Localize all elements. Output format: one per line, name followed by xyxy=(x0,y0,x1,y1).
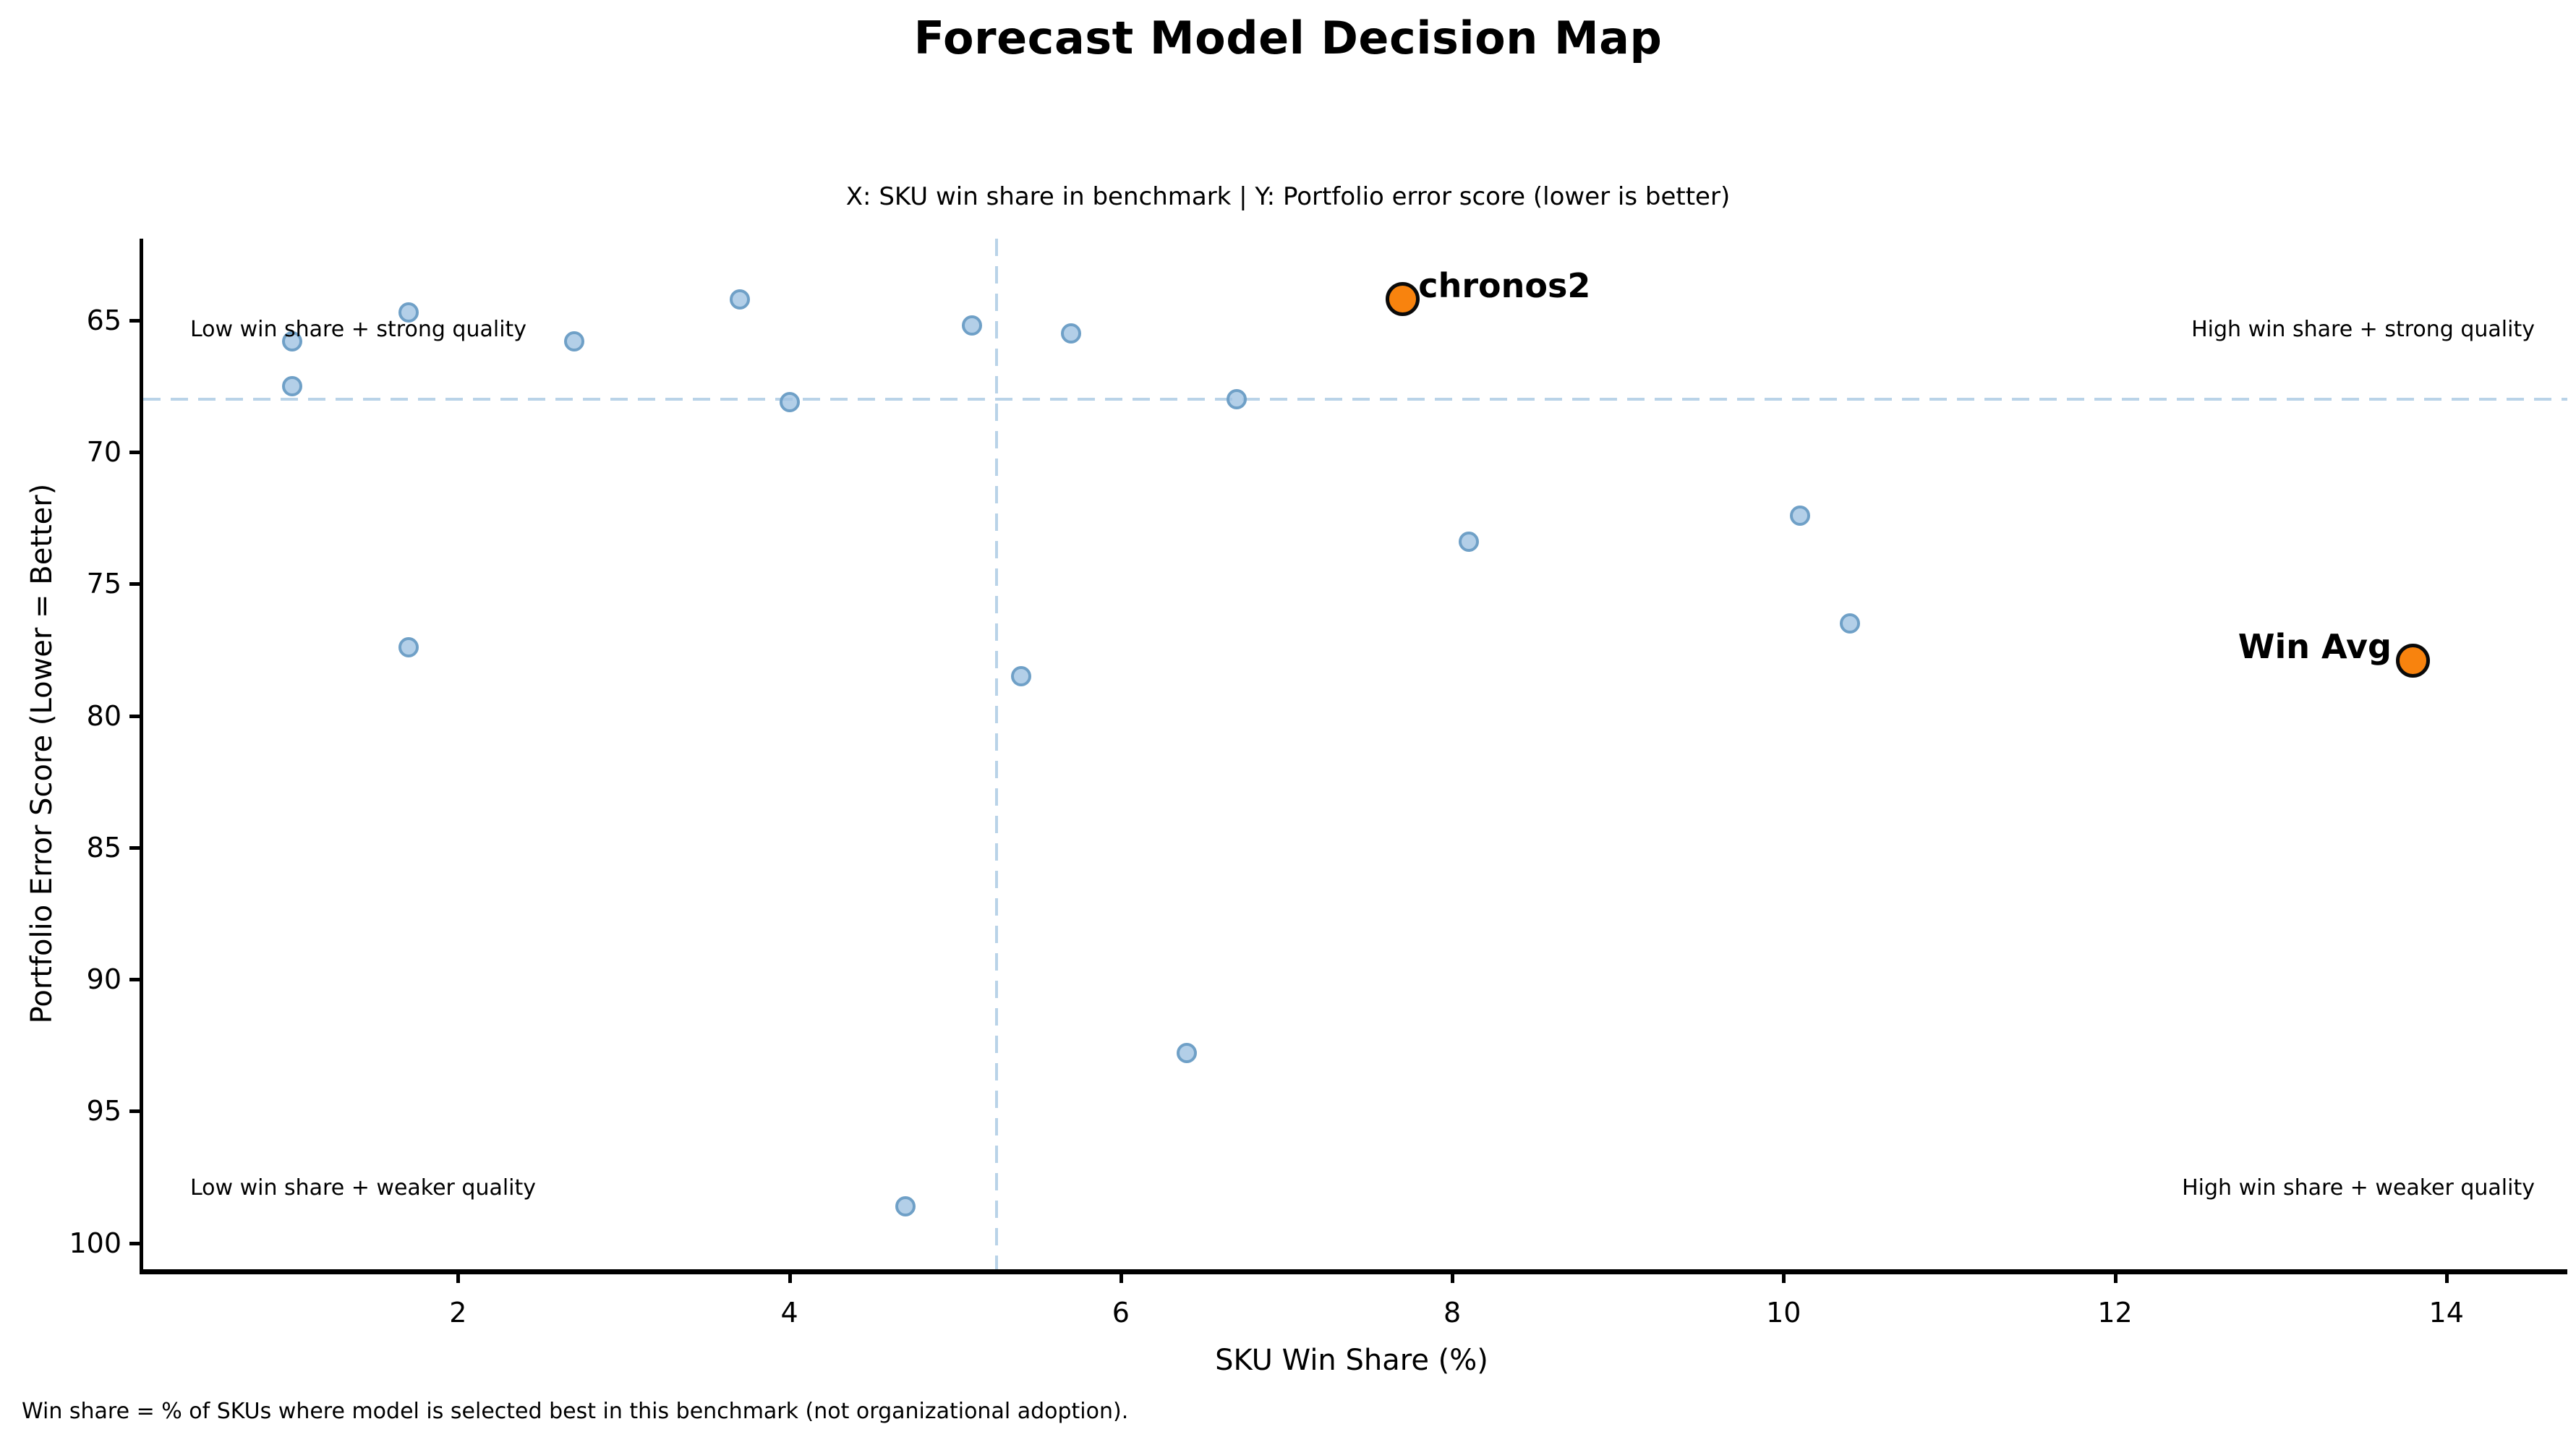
data-point xyxy=(729,289,750,310)
y-axis-label: Portfolio Error Score (Lower = Better) xyxy=(25,483,59,1024)
y-tick-label: 85 xyxy=(86,831,121,864)
x-tick xyxy=(456,1269,461,1283)
data-point xyxy=(398,636,419,657)
data-point xyxy=(779,391,800,412)
data-point xyxy=(1458,532,1479,553)
highlight-point-label: chronos2 xyxy=(1418,265,1591,305)
x-tick-label: 8 xyxy=(1443,1297,1462,1329)
y-tick-label: 95 xyxy=(86,1095,121,1128)
x-tick-label: 2 xyxy=(449,1297,467,1329)
y-tick xyxy=(129,318,143,323)
quadrant-label-top-right: High win share + strong quality xyxy=(2191,317,2535,342)
data-point xyxy=(1790,505,1811,526)
highlight-point-win-avg xyxy=(2396,643,2431,678)
x-tick-label: 6 xyxy=(1112,1297,1130,1329)
horizontal-reference-line xyxy=(143,398,2567,401)
data-point xyxy=(563,331,584,352)
data-point xyxy=(398,302,419,323)
y-tick-label: 80 xyxy=(86,699,121,732)
x-axis-label: SKU Win Share (%) xyxy=(1215,1344,1488,1377)
plot-area: 2 4 6 8 10 12 14 65 70 75 80 85 90 95 100 chronos2 Win A… xyxy=(69,239,2567,1329)
x-tick-label: 12 xyxy=(2097,1297,2133,1329)
y-tick xyxy=(129,845,143,850)
y-tick xyxy=(129,714,143,718)
data-point xyxy=(1839,613,1860,634)
highlight-point-chronos2 xyxy=(1385,282,1420,317)
x-tick xyxy=(2113,1269,2117,1283)
quadrant-label-top-left: Low win share + strong quality xyxy=(190,317,527,342)
y-tick-label: 100 xyxy=(69,1227,121,1259)
y-tick xyxy=(129,582,143,587)
x-tick-label: 14 xyxy=(2428,1297,2464,1329)
chart-subtitle: X: SKU win share in benchmark | Y: Portf… xyxy=(845,182,1731,211)
quadrant-label-bottom-right: High win share + weaker quality xyxy=(2182,1175,2535,1201)
x-tick-label: 4 xyxy=(780,1297,798,1329)
data-point xyxy=(1177,1043,1198,1064)
x-tick xyxy=(788,1269,792,1283)
y-tick xyxy=(129,451,143,455)
data-point xyxy=(961,315,982,336)
data-point xyxy=(1061,323,1082,344)
data-point xyxy=(282,376,303,397)
y-tick-label: 75 xyxy=(86,568,121,600)
y-tick-label: 90 xyxy=(86,963,121,996)
x-tick xyxy=(1119,1269,1123,1283)
x-tick xyxy=(1451,1269,1455,1283)
data-point xyxy=(1011,665,1032,686)
x-tick-label: 10 xyxy=(1766,1297,1801,1329)
quadrant-label-bottom-left: Low win share + weaker quality xyxy=(190,1175,537,1201)
y-tick-label: 70 xyxy=(86,436,121,469)
y-tick xyxy=(129,1241,143,1245)
highlight-point-label: Win Avg xyxy=(2238,627,2392,667)
x-tick xyxy=(2444,1269,2449,1283)
x-tick xyxy=(1782,1269,1786,1283)
chart-title: Forecast Model Decision Map xyxy=(913,12,1663,64)
data-point xyxy=(282,331,303,352)
footnote: Win share = % of SKUs where model is sel… xyxy=(22,1399,1129,1424)
y-tick xyxy=(129,978,143,982)
data-point xyxy=(895,1195,916,1216)
y-tick-label: 65 xyxy=(86,304,121,336)
data-point xyxy=(1227,389,1248,410)
y-tick xyxy=(129,1109,143,1114)
vertical-reference-line xyxy=(994,239,998,1269)
